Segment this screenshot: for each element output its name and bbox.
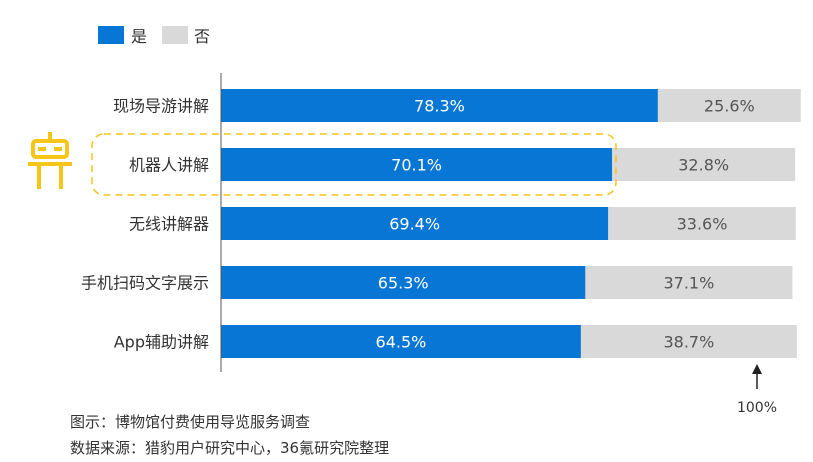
data-label-yes: 78.3% [414, 97, 465, 116]
data-label-no: 37.1% [663, 274, 714, 293]
reference-marker: 100% [737, 364, 777, 416]
data-label-no: 32.8% [678, 156, 729, 175]
bar-no [612, 148, 796, 181]
chart-caption-source: 数据来源：猎豹用户研究中心，36氪研究院整理 [70, 439, 390, 457]
bar-yes [221, 266, 586, 299]
legend-label-yes: 是 [131, 27, 147, 46]
category-label: App辅助讲解 [114, 333, 209, 352]
legend-swatch-yes [98, 26, 124, 44]
reference-label: 100% [737, 400, 777, 416]
data-label-no: 25.6% [704, 97, 755, 116]
bar-yes [221, 207, 609, 240]
data-label-yes: 70.1% [391, 156, 442, 175]
bar-yes [221, 89, 658, 122]
bar-yes [221, 148, 613, 181]
category-label: 无线讲解器 [129, 215, 209, 234]
category-label: 现场导游讲解 [113, 97, 209, 116]
data-label-no: 38.7% [663, 333, 714, 352]
bar-no [657, 89, 801, 122]
category-label: 机器人讲解 [129, 156, 209, 175]
data-label-yes: 65.3% [378, 274, 429, 293]
data-label-no: 33.6% [677, 215, 728, 234]
legend: 是 否 [98, 26, 210, 46]
bar-no [580, 325, 797, 358]
category-label: 手机扫码文字展示 [81, 274, 209, 293]
bar-no [585, 266, 793, 299]
legend-swatch-no [162, 26, 188, 44]
chart-caption-title: 图示：博物馆付费使用导览服务调查 [70, 413, 311, 431]
bar-no [608, 207, 796, 240]
legend-label-no: 否 [194, 27, 210, 46]
bar-yes [221, 325, 581, 358]
robot-icon [28, 132, 72, 189]
data-label-yes: 64.5% [376, 333, 427, 352]
data-label-yes: 69.4% [389, 215, 440, 234]
